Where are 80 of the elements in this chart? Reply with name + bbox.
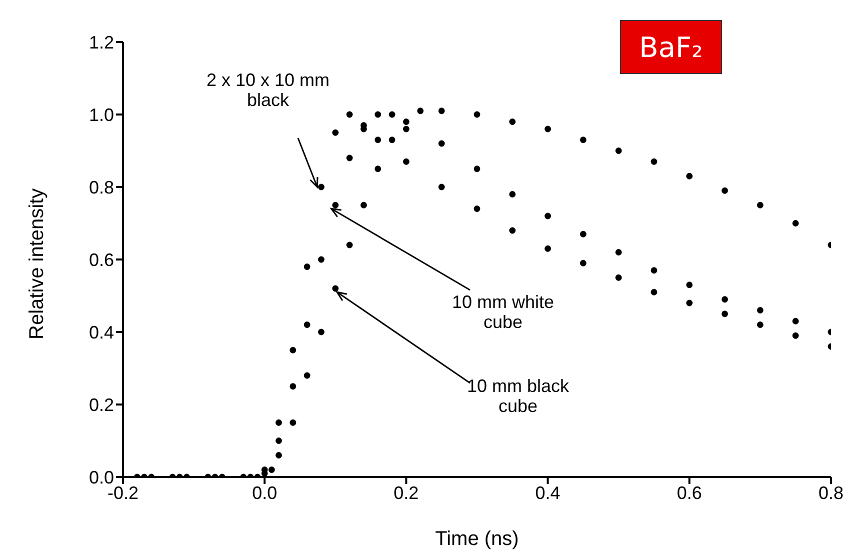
x-tick-label: 0.4 [535, 482, 560, 503]
point [403, 118, 410, 125]
point [544, 245, 551, 252]
point [757, 322, 764, 328]
point [374, 166, 382, 172]
point [544, 126, 551, 132]
point [438, 140, 445, 147]
point [332, 202, 339, 208]
series-label: 2 x 10 x 10 mm black [205, 70, 331, 110]
point [403, 158, 410, 165]
point [650, 267, 658, 274]
point [403, 126, 410, 132]
point [276, 452, 282, 458]
point [757, 307, 764, 314]
y-tick-label: 0.6 [88, 250, 114, 270]
point [388, 111, 396, 118]
point [509, 118, 516, 125]
point [438, 108, 445, 114]
point [686, 300, 693, 306]
y-axis-title: Relative intensity [26, 188, 48, 340]
point [615, 274, 622, 281]
point [332, 129, 339, 136]
point [792, 332, 799, 339]
point [318, 256, 324, 263]
point [318, 184, 324, 190]
point [332, 285, 339, 292]
point [615, 249, 622, 256]
point [290, 419, 296, 426]
point [650, 288, 658, 296]
point [792, 220, 799, 226]
point [304, 264, 310, 270]
point [722, 296, 728, 303]
point [686, 282, 693, 288]
x-tick-label: 0.0 [252, 482, 278, 503]
text: 10 mm black cube [466, 376, 570, 416]
x-tick-label: 0.2 [394, 482, 419, 503]
point [346, 154, 353, 162]
point [438, 184, 445, 190]
point [360, 202, 367, 208]
point [474, 206, 480, 212]
point [580, 230, 586, 238]
point [346, 111, 353, 118]
y-tick-label: 0.2 [88, 394, 114, 415]
point [388, 136, 396, 144]
point [276, 419, 282, 426]
y-tick-label: 1.2 [88, 32, 114, 52]
x-tick-label: 0.6 [676, 482, 702, 503]
point [544, 212, 551, 220]
point [374, 111, 382, 118]
point [474, 111, 480, 118]
y-tick-label: 0.4 [88, 322, 114, 342]
text: 10 mm white cube [450, 292, 556, 332]
point [318, 328, 324, 336]
chart-title: BaF₂ [620, 20, 722, 74]
point [615, 148, 622, 154]
point [304, 322, 310, 328]
point [417, 108, 424, 114]
point [346, 242, 353, 248]
point [261, 470, 268, 477]
point [290, 346, 296, 354]
x-tick-label: 0.8 [818, 482, 844, 503]
point [686, 172, 693, 180]
x-axis-title: Time (ns) [435, 528, 519, 550]
point [276, 438, 282, 444]
point [304, 372, 310, 379]
point [722, 187, 728, 194]
point [474, 166, 480, 172]
point [374, 136, 382, 144]
point [722, 310, 728, 318]
point [792, 318, 799, 324]
point [290, 383, 296, 390]
point [509, 191, 516, 198]
point [757, 202, 764, 208]
point [580, 136, 586, 144]
point [580, 260, 586, 266]
y-tick-label: 1.0 [88, 104, 114, 125]
point [268, 466, 275, 473]
y-tick-label: 0.8 [88, 177, 114, 198]
point [650, 158, 658, 165]
point [509, 227, 516, 234]
